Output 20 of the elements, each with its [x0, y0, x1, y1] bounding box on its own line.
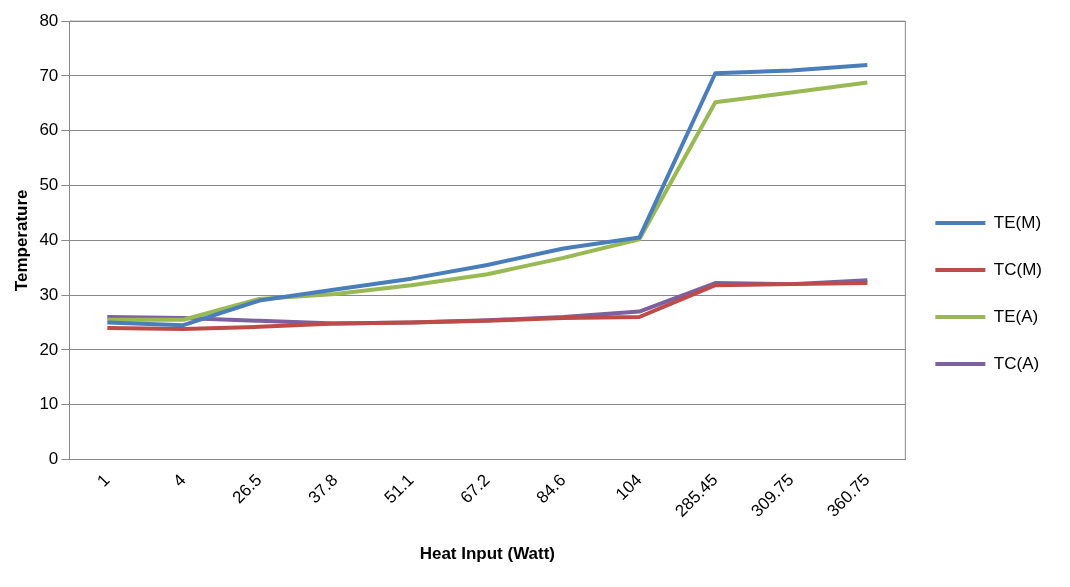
legend-label: TC(A) — [993, 353, 1040, 373]
y-tick-label: 70 — [39, 65, 59, 85]
legend-label: TE(A) — [993, 306, 1039, 326]
y-tick-label: 60 — [39, 120, 59, 140]
x-tick-label: 104 — [611, 470, 646, 504]
y-axis-title: Temperature — [11, 189, 31, 292]
x-tick-label: 4 — [169, 470, 190, 491]
x-tick-label: 51.1 — [380, 470, 418, 508]
x-tick-label: 1 — [93, 470, 114, 491]
y-tick-label: 50 — [39, 175, 59, 195]
legend-label: TC(M) — [993, 259, 1043, 279]
y-tick-label: 80 — [39, 10, 59, 30]
y-tick-label: 30 — [39, 284, 59, 304]
y-tick-label: 40 — [39, 229, 59, 249]
x-tick-label: 67.2 — [456, 470, 494, 508]
y-tick-label: 0 — [48, 449, 59, 469]
x-axis-title: Heat Input (Watt) — [419, 544, 556, 564]
y-tick-label: 20 — [39, 339, 59, 359]
y-tick-label: 10 — [39, 394, 59, 414]
legend-label: TE(M) — [993, 212, 1042, 232]
